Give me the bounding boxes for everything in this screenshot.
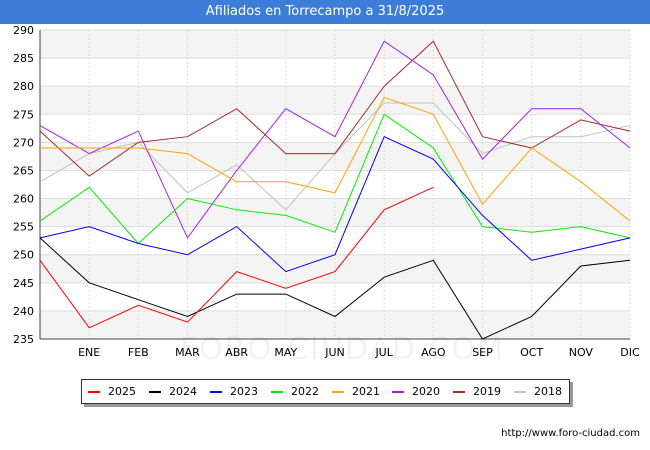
y-tick-label: 245 — [13, 277, 34, 290]
x-tick-label: OCT — [520, 346, 543, 359]
legend-swatch — [88, 390, 100, 393]
legend-swatch — [271, 390, 283, 393]
legend-item-2025: 2025 — [88, 380, 136, 403]
plot-bands — [40, 30, 630, 339]
y-tick-label: 290 — [13, 24, 34, 37]
legend-item-2018: 2018 — [514, 380, 562, 403]
legend-item-2021: 2021 — [332, 380, 380, 403]
legend-item-2024: 2024 — [149, 380, 197, 403]
chart-title: Afiliados en Torrecampo a 31/8/2025 — [205, 4, 445, 19]
axes — [39, 30, 630, 340]
legend-label: 2019 — [473, 385, 501, 398]
y-tick-label: 270 — [13, 136, 34, 149]
legend: 2025 2024 2023 2022 2021 2020 2019 2018 — [81, 379, 570, 404]
legend-item-2022: 2022 — [271, 380, 319, 403]
legend-swatch — [514, 390, 526, 393]
x-tick-label: NOV — [569, 346, 594, 359]
legend-item-2020: 2020 — [392, 380, 440, 403]
legend-label: 2020 — [412, 385, 440, 398]
x-tick-label: ENE — [78, 346, 100, 359]
title-bar — [0, 0, 650, 24]
y-tick-label: 260 — [13, 193, 34, 206]
x-tick-label: MAR — [175, 346, 200, 359]
legend-label: 2022 — [291, 385, 319, 398]
legend-swatch — [453, 390, 465, 393]
series-lines — [39, 40, 631, 340]
x-tick-label: DIC — [620, 346, 640, 359]
series-line-2020 — [39, 40, 631, 239]
x-tick-label: MAY — [274, 346, 297, 359]
x-tick-label: FEB — [128, 346, 149, 359]
series-line-2021 — [40, 96, 631, 222]
series-line-2023 — [39, 136, 631, 273]
y-tick-label: 280 — [13, 80, 34, 93]
x-tick-label: AGO — [421, 346, 446, 359]
footer-url: http://www.foro-ciudad.com — [501, 428, 640, 439]
x-tick-label: SEP — [472, 346, 493, 359]
y-tick-label: 240 — [13, 305, 34, 318]
legend-item-2023: 2023 — [210, 380, 258, 403]
series-line-2025 — [39, 186, 434, 329]
x-tick-label: ABR — [225, 346, 248, 359]
y-tick-label: 250 — [13, 249, 34, 262]
x-tick-labels: ENE FEB MAR ABR MAY JUN JUL AGO SEP OCT NOV DIC — [78, 346, 640, 359]
legend-swatch — [392, 390, 404, 393]
y-tick-label: 285 — [13, 52, 34, 65]
series-line-2024 — [39, 237, 631, 340]
legend-label: 2018 — [534, 385, 562, 398]
x-tick-label: JUN — [324, 346, 345, 359]
y-tick-label: 275 — [13, 108, 34, 121]
legend-label: 2023 — [230, 385, 258, 398]
y-tick-label: 265 — [13, 164, 34, 177]
legend-label: 2021 — [352, 385, 380, 398]
y-tick-labels: 235 240 245 250 255 260 265 270 275 280 285 290 — [13, 24, 34, 346]
legend-label: 2024 — [169, 385, 197, 398]
watermark: FORO-CIUDAD.COM — [180, 332, 505, 367]
legend-swatch — [149, 390, 161, 393]
y-tick-label: 235 — [13, 333, 34, 346]
legend-swatch — [332, 390, 344, 393]
x-tick-label: JUL — [374, 346, 393, 359]
legend-label: 2025 — [108, 385, 136, 398]
legend-item-2019: 2019 — [453, 380, 501, 403]
legend-swatch — [210, 390, 222, 393]
y-tick-label: 255 — [13, 221, 34, 234]
